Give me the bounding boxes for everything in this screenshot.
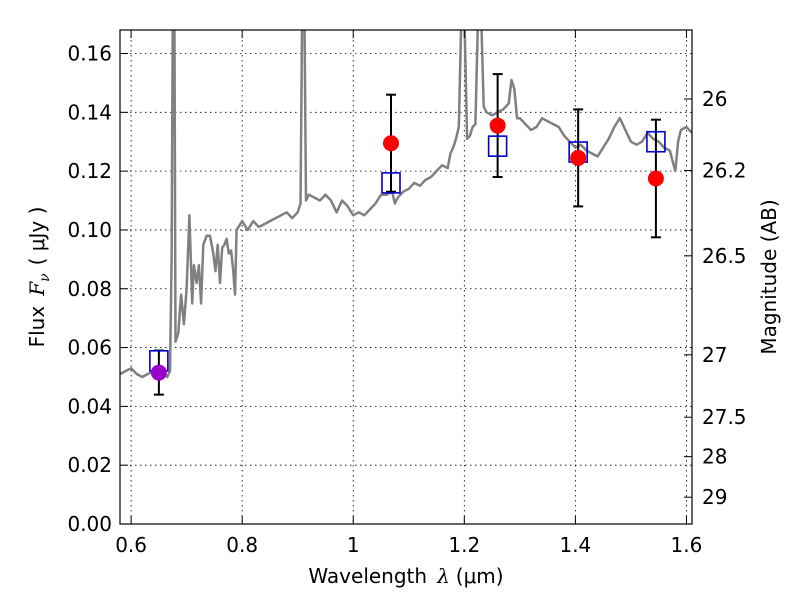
- y-tick-label: 0.12: [67, 159, 112, 183]
- square-marker: [487, 135, 508, 157]
- y2-tick-label: 27: [702, 343, 727, 367]
- y-tick-label: 0.14: [67, 100, 112, 124]
- y2-tick-label: 29: [702, 485, 727, 509]
- circle-markers: [150, 117, 664, 381]
- y-tick-label: 0.00: [67, 512, 112, 536]
- x-axis-ticks: 0.6 0.8 1 1.2 1.4 1.6: [115, 30, 702, 557]
- y-tick-label: 0.16: [67, 42, 112, 66]
- y-axis-title: FluxFν( μJy ): [25, 207, 53, 348]
- x-tick-label: 1.2: [448, 533, 480, 557]
- x-tick-label: 1.4: [559, 533, 591, 557]
- square-marker: [646, 130, 666, 153]
- y2-tick-label: 26.5: [702, 244, 747, 268]
- data-point: [489, 117, 506, 134]
- x-tick-label: 0.6: [115, 533, 147, 557]
- y2-tick-label: 28: [702, 445, 727, 469]
- y-axis-ticks: 0.00 0.02 0.04 0.06 0.08 0.10 0.12 0.14 0.16: [67, 42, 128, 536]
- plot-frame: [119, 29, 693, 525]
- data-point: [570, 149, 587, 166]
- y2-tick-label: 26.2: [702, 158, 747, 182]
- y2-axis-title: Magnitude (AB): [757, 199, 781, 354]
- model-spectrum: [120, 30, 692, 379]
- y-tick-label: 0.04: [67, 394, 112, 418]
- data-point: [383, 135, 400, 152]
- data-point: [647, 170, 664, 187]
- y-tick-label: 0.06: [67, 336, 112, 360]
- x-tick-label: 1.6: [671, 533, 703, 557]
- x-tick-label: 0.8: [226, 533, 258, 557]
- y2-tick-label: 27.5: [702, 405, 747, 429]
- data-point: [150, 364, 167, 381]
- y2-axis-ticks: 26 26.2 26.5 27 27.5 28 29: [684, 87, 747, 509]
- y-tick-label: 0.02: [67, 453, 112, 477]
- y-tick-label: 0.08: [67, 277, 112, 301]
- y2-tick-label: 26: [702, 87, 727, 111]
- y-tick-label: 0.10: [67, 218, 112, 242]
- square-marker: [381, 172, 401, 194]
- x-tick-label: 1: [347, 533, 360, 557]
- spectrum-line: [120, 30, 692, 379]
- x-axis-title: Wavelength λ (μm): [308, 564, 503, 588]
